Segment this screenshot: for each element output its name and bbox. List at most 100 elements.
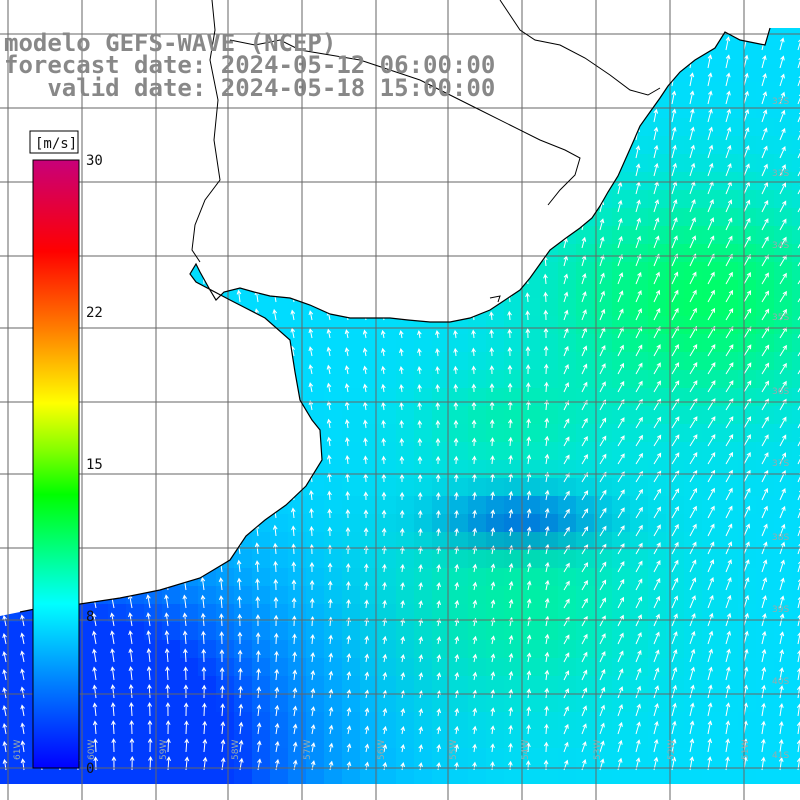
wind-cell <box>792 676 800 694</box>
wind-cell <box>324 568 342 586</box>
wind-cell <box>738 334 756 352</box>
wind-arrow <box>707 630 714 645</box>
colorbar-tick-30: 30 <box>86 153 103 169</box>
wind-cell <box>630 154 648 172</box>
wind-arrow <box>435 330 440 339</box>
wind-arrow <box>344 419 350 429</box>
wind-arrow <box>761 577 768 591</box>
wind-cell <box>792 82 800 100</box>
wind-cell <box>612 208 630 226</box>
wind-arrow <box>779 577 785 591</box>
wind-cell <box>792 586 800 604</box>
wind-cell <box>738 352 756 370</box>
wind-cell <box>738 100 756 118</box>
wind-arrow <box>308 382 314 393</box>
wind-arrow <box>435 419 441 429</box>
wind-cell <box>684 352 702 370</box>
wind-arrow <box>490 581 496 591</box>
wind-arrow <box>563 670 570 681</box>
wind-arrow <box>635 271 642 285</box>
wind-arrow <box>563 273 569 285</box>
wind-arrow <box>400 563 405 573</box>
wind-cell <box>486 730 504 748</box>
wind-arrow <box>219 631 225 645</box>
wind-arrow <box>743 290 752 303</box>
wind-cell <box>792 514 800 532</box>
wind-arrow <box>725 380 734 393</box>
wind-arrow <box>563 309 569 321</box>
wind-arrow <box>761 73 767 87</box>
wind-arrow <box>671 126 677 141</box>
wind-cell <box>684 334 702 352</box>
wind-cell <box>324 640 342 658</box>
wind-cell <box>396 604 414 622</box>
wind-arrow <box>779 703 784 717</box>
wind-arrow <box>436 708 442 717</box>
wind-arrow <box>761 595 767 609</box>
wind-arrow <box>599 218 605 231</box>
wind-arrow <box>563 436 570 447</box>
wind-arrow <box>254 542 260 555</box>
wind-arrow <box>273 560 278 573</box>
wind-arrow <box>581 272 587 285</box>
wind-cell <box>756 514 774 532</box>
wind-cell <box>774 766 792 784</box>
wind-cell <box>702 244 720 262</box>
wind-cell <box>720 406 738 424</box>
wind-cell <box>252 676 270 694</box>
wind-cell <box>756 208 774 226</box>
wind-arrow <box>671 108 677 123</box>
wind-cell <box>396 568 414 586</box>
wind-cell <box>558 424 576 442</box>
wind-arrow <box>489 365 495 375</box>
wind-cell <box>342 496 360 514</box>
wind-arrow <box>364 743 370 753</box>
wind-cell <box>108 676 126 694</box>
wind-cell <box>360 676 378 694</box>
wind-cell <box>648 208 666 226</box>
wind-cell <box>126 766 144 784</box>
wind-cell <box>468 604 486 622</box>
wind-arrow <box>309 543 315 555</box>
wind-cell <box>216 748 234 766</box>
wind-arrow <box>110 684 116 699</box>
wind-arrow <box>292 723 298 735</box>
wind-arrow <box>490 653 496 663</box>
wind-arrow <box>689 235 697 249</box>
wind-cell <box>288 604 306 622</box>
wind-arrow <box>490 455 495 465</box>
wind-cell <box>126 730 144 748</box>
wind-cell <box>774 298 792 316</box>
wind-cell <box>720 442 738 460</box>
wind-cell <box>468 424 486 442</box>
wind-arrow <box>327 508 333 519</box>
wind-cell <box>540 694 558 712</box>
wind-arrow <box>490 527 496 537</box>
wind-arrow <box>453 419 459 429</box>
wind-arrow <box>165 702 171 717</box>
wind-arrow <box>182 594 188 609</box>
wind-arrow <box>292 669 298 681</box>
wind-arrow <box>525 382 531 393</box>
wind-cell <box>738 604 756 622</box>
wind-arrow <box>653 235 660 249</box>
wind-arrow <box>382 581 387 591</box>
wind-cell <box>612 262 630 280</box>
wind-cell <box>522 442 540 460</box>
wind-arrow <box>635 434 643 447</box>
wind-cell <box>774 118 792 136</box>
wind-arrow <box>309 561 315 573</box>
wind-cell <box>756 118 774 136</box>
wind-arrow <box>581 705 587 717</box>
wind-cell <box>522 694 540 712</box>
wind-cell <box>378 370 396 388</box>
wind-cell <box>414 388 432 406</box>
wind-arrow <box>617 435 625 447</box>
wind-arrow <box>743 469 751 483</box>
wind-arrow <box>471 401 477 411</box>
wind-arrow <box>20 668 25 681</box>
wind-cell <box>720 172 738 190</box>
wind-arrow <box>779 200 787 213</box>
wind-cell <box>486 352 504 370</box>
wind-arrow <box>671 380 680 393</box>
